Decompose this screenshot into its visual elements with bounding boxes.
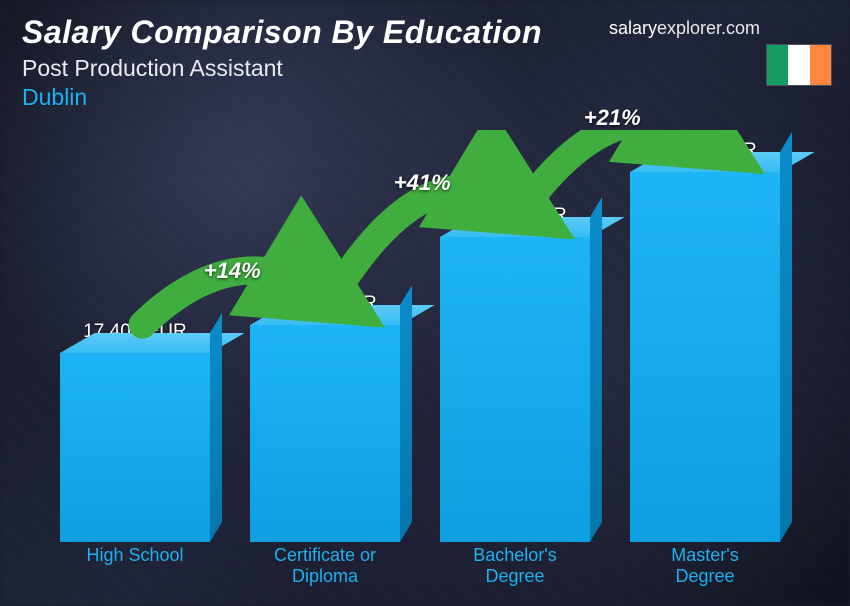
category-label: Certificate orDiploma: [250, 545, 400, 588]
increase-label: +21%: [584, 105, 641, 131]
bar-chart: 17,400 EUR 19,900 EUR 28,000 EUR 34,000 …: [40, 130, 800, 588]
bar: [440, 237, 590, 542]
flag-stripe-1: [767, 45, 788, 85]
bar-group: 19,900 EUR: [250, 293, 400, 542]
chart-location: Dublin: [22, 84, 828, 111]
category-label: Master'sDegree: [630, 545, 780, 588]
bar-group: 28,000 EUR: [440, 205, 590, 542]
chart-subtitle: Post Production Assistant: [22, 55, 828, 82]
bar: [630, 172, 780, 542]
flag-icon: [766, 44, 832, 86]
increase-label: +41%: [394, 170, 451, 196]
flag-stripe-3: [810, 45, 831, 85]
labels-container: High School Certificate orDiploma Bachelor…: [40, 545, 800, 588]
brand-bold: salary: [609, 18, 657, 38]
bar-group: 17,400 EUR: [60, 321, 210, 542]
category-label: Bachelor'sDegree: [440, 545, 590, 588]
bar: [250, 325, 400, 542]
bar-group: 34,000 EUR: [630, 140, 780, 542]
flag-stripe-2: [788, 45, 809, 85]
brand-light: explorer.com: [657, 18, 760, 38]
increase-label: +14%: [204, 258, 261, 284]
category-label: High School: [60, 545, 210, 588]
bar: [60, 353, 210, 542]
brand-logo: salaryexplorer.com: [609, 18, 760, 39]
